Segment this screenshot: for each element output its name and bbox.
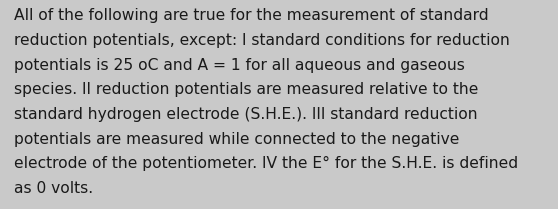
Text: reduction potentials, except: I standard conditions for reduction: reduction potentials, except: I standard… [14,33,510,48]
Text: potentials is 25 oC and A = 1 for all aqueous and gaseous: potentials is 25 oC and A = 1 for all aq… [14,58,465,73]
Text: species. II reduction potentials are measured relative to the: species. II reduction potentials are mea… [14,82,478,97]
Text: electrode of the potentiometer. IV the E° for the S.H.E. is defined: electrode of the potentiometer. IV the E… [14,156,518,171]
Text: as 0 volts.: as 0 volts. [14,181,93,196]
Text: standard hydrogen electrode (S.H.E.). III standard reduction: standard hydrogen electrode (S.H.E.). II… [14,107,478,122]
Text: potentials are measured while connected to the negative: potentials are measured while connected … [14,132,459,147]
Text: All of the following are true for the measurement of standard: All of the following are true for the me… [14,8,489,23]
